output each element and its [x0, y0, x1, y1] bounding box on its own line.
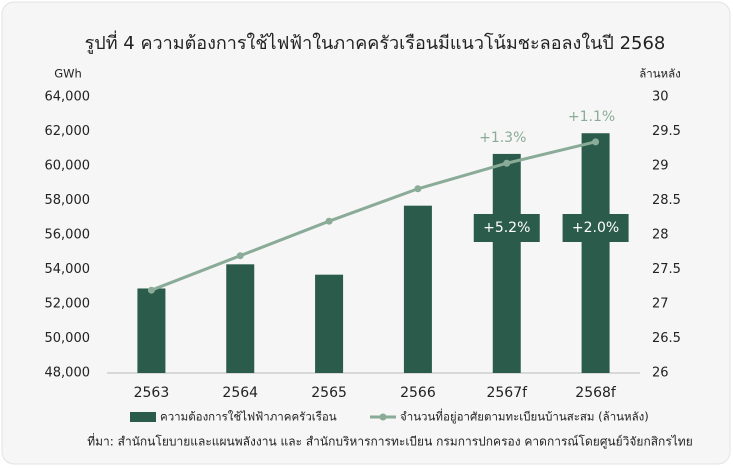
line-point — [325, 217, 333, 225]
x-tick-label: 2567f — [486, 385, 528, 401]
y2-tick-label: 28.5 — [652, 193, 681, 208]
bar — [581, 133, 610, 373]
y-tick-label: 58,000 — [45, 193, 91, 208]
bar — [492, 153, 521, 373]
y-tick-label: 64,000 — [45, 90, 91, 105]
y-tick-label: 50,000 — [45, 331, 91, 346]
legend-swatch — [130, 412, 156, 422]
y2-tick-label: 29.5 — [652, 124, 681, 139]
y-axis-title: GWh — [54, 67, 82, 81]
line-point — [147, 286, 155, 294]
line-point — [592, 138, 600, 146]
y2-tick-label: 26.5 — [652, 331, 681, 346]
y-tick-label: 56,000 — [45, 228, 91, 243]
y2-tick-label: 27 — [652, 297, 669, 312]
legend-label: ความต้องการใช้ไฟฟ้าภาคครัวเรือน — [160, 410, 337, 424]
y2-tick-label: 26 — [652, 366, 669, 381]
bar — [315, 274, 344, 373]
legend-label: จำนวนที่อยู่อาศัยตามทะเบียนบ้านสะสม (ล้า… — [400, 409, 649, 424]
y-tick-label: 48,000 — [45, 366, 91, 381]
bar — [403, 205, 432, 373]
y-tick-label: 52,000 — [45, 297, 91, 312]
y2-axis-title: ล้านหลัง — [639, 67, 681, 81]
bar — [137, 288, 166, 373]
bar-note: +5.2% — [483, 220, 530, 236]
y2-tick-label: 29 — [652, 159, 669, 174]
y-tick-label: 60,000 — [45, 159, 91, 174]
y-tick-label: 62,000 — [45, 124, 91, 139]
y2-tick-label: 28 — [652, 228, 669, 243]
x-tick-label: 2568f — [575, 385, 617, 401]
line-point — [503, 159, 511, 167]
legend-swatch — [379, 413, 387, 421]
bar-note: +2.0% — [572, 220, 619, 236]
x-tick-label: 2565 — [311, 385, 347, 401]
x-tick-label: 2566 — [400, 385, 436, 401]
line-note: +1.1% — [568, 109, 615, 125]
note-box — [562, 214, 629, 242]
x-tick-label: 2564 — [222, 385, 258, 401]
y-tick-label: 54,000 — [45, 262, 91, 277]
line-note: +1.3% — [479, 130, 526, 146]
line-point — [414, 185, 422, 193]
line — [150, 140, 596, 292]
x-tick-label: 2563 — [134, 385, 170, 401]
line-point — [236, 252, 244, 260]
y2-tick-label: 27.5 — [652, 262, 681, 277]
bar — [226, 264, 255, 373]
source-note: ที่มา: สำนักนโยบายและแผนพลังงาน และ สำนั… — [87, 433, 693, 450]
note-box — [473, 214, 540, 242]
y2-tick-label: 30 — [652, 90, 669, 105]
chart-title: รูปที่ 4 ความต้องการใช้ไฟฟ้าในภาคครัวเรื… — [85, 30, 666, 54]
